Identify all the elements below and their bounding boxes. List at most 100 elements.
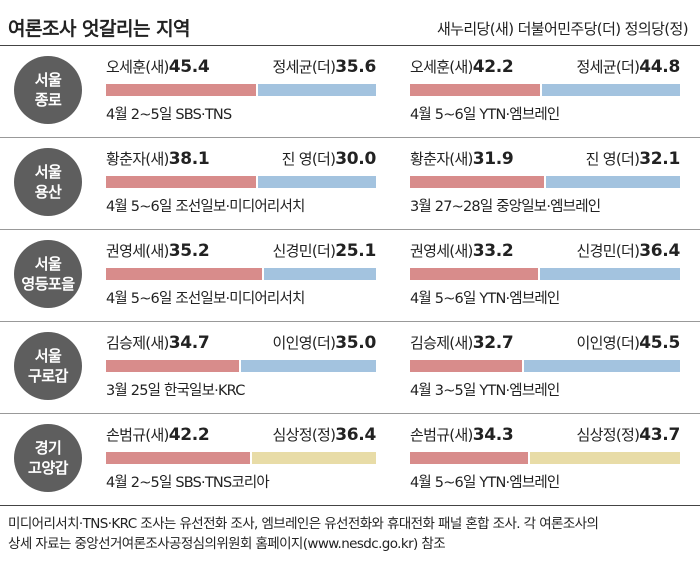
region-row: 서울 영등포을 권영세(새)35.2 신경민(더)25.1 4월 5~6일 조선일보·미…: [0, 230, 700, 318]
candidate-left: 오세훈(새)42.2: [410, 56, 514, 77]
bar-right: [264, 268, 376, 280]
candidate-name: 손범규(새): [106, 426, 169, 444]
candidate-value: 38.1: [168, 149, 210, 169]
bar-right: [540, 268, 680, 280]
candidate-value: 35.6: [335, 57, 376, 77]
region-label: 종로: [34, 91, 62, 109]
chart-title: 여론조사 엇갈리는 지역: [8, 18, 191, 40]
candidate-value: 34.7: [168, 333, 210, 353]
region-label: 서울: [34, 71, 62, 89]
poll-panel: 권영세(새)33.2 신경민(더)36.4 4월 5~6일 YTN·엠브레인: [410, 230, 680, 318]
candidate-value: 45.5: [639, 333, 680, 353]
candidate-value: 36.4: [335, 425, 376, 445]
candidate-right: 신경민(더)25.1: [272, 240, 377, 261]
candidate-left: 손범규(새)34.3: [410, 424, 514, 445]
candidate-name: 이인영(더): [576, 334, 640, 352]
candidate-right: 정세균(더)44.8: [576, 56, 681, 77]
candidate-name: 심상정(정): [576, 426, 640, 444]
bar-right: [546, 176, 680, 188]
poll-source: 4월 5~6일 YTN·엠브레인: [410, 291, 560, 307]
candidate-value: 25.1: [335, 241, 376, 261]
poll-panel: 오세훈(새)45.4 정세균(더)35.6 4월 2~5일 SBS·TNS: [106, 46, 376, 134]
region-label: 경기: [34, 439, 62, 457]
poll-source: 4월 2~5일 SBS·TNS코리아: [106, 475, 270, 491]
candidate-name: 김승제(새): [410, 334, 473, 352]
region-label: 영등포을: [21, 275, 75, 293]
footnote: 미디어리서치·TNS·KRC 조사는 유선전화 조사, 엠브레인은 유선전화와 …: [8, 514, 694, 554]
candidate-value: 44.8: [639, 57, 680, 77]
candidate-name: 손범규(새): [410, 426, 473, 444]
bar-left: [106, 176, 256, 188]
bar-left: [410, 84, 540, 96]
poll-panel: 황춘자(새)38.1 진 영(더)30.0 4월 5~6일 조선일보·미디어리서치: [106, 138, 376, 226]
bar-right: [542, 84, 680, 96]
candidate-name: 정세균(더): [576, 58, 640, 76]
candidate-left: 권영세(새)33.2: [410, 240, 514, 261]
candidate-right: 이인영(더)45.5: [576, 332, 681, 353]
region-label: 서울: [34, 255, 62, 273]
candidate-name: 정세균(더): [272, 58, 336, 76]
candidate-name: 김승제(새): [106, 334, 169, 352]
candidate-left: 황춘자(새)38.1: [106, 148, 210, 169]
candidate-name: 권영세(새): [106, 242, 169, 260]
candidate-name: 오세훈(새): [106, 58, 169, 76]
candidate-value: 36.4: [639, 241, 680, 261]
candidate-value: 32.7: [472, 333, 514, 353]
candidate-name: 오세훈(새): [410, 58, 473, 76]
poll-source: 4월 5~6일 조선일보·미디어리서치: [106, 291, 305, 307]
top-rule: [0, 45, 700, 46]
row-divider: [0, 321, 700, 322]
bar-left: [106, 360, 239, 372]
poll-source: 4월 5~6일 YTN·엠브레인: [410, 475, 560, 491]
candidate-value: 42.2: [168, 425, 210, 445]
bar-right: [241, 360, 376, 372]
candidate-name: 진 영(더): [281, 150, 336, 168]
row-divider: [0, 505, 700, 506]
region-row: 서울 구로갑 김승제(새)34.7 이인영(더)35.0 3월 25일 한국일보·KRC…: [0, 322, 700, 410]
region-row: 서울 종로 오세훈(새)45.4 정세균(더)35.6 4월 2~5일 SBS·TNS 오…: [0, 46, 700, 134]
footnote-line-1: 미디어리서치·TNS·KRC 조사는 유선전화 조사, 엠브레인은 유선전화와 …: [8, 516, 599, 532]
candidate-left: 권영세(새)35.2: [106, 240, 210, 261]
candidate-name: 황춘자(새): [106, 150, 169, 168]
candidate-name: 이인영(더): [272, 334, 336, 352]
candidate-right: 신경민(더)36.4: [576, 240, 681, 261]
poll-panel: 황춘자(새)31.9 진 영(더)32.1 3월 27~28일 중앙일보·엠브레인: [410, 138, 680, 226]
bar-right: [252, 452, 376, 464]
region-label: 서울: [34, 347, 62, 365]
footnote-line-2: 상세 자료는 중앙선거여론조사공정심의위원회 홈페이지(www.nesdc.go…: [8, 536, 446, 552]
candidate-value: 35.2: [168, 241, 210, 261]
bar-left: [410, 268, 538, 280]
bar-left: [106, 84, 256, 96]
bar-left: [410, 176, 544, 188]
poll-panel: 김승제(새)34.7 이인영(더)35.0 3월 25일 한국일보·KRC: [106, 322, 376, 410]
poll-panel: 권영세(새)35.2 신경민(더)25.1 4월 5~6일 조선일보·미디어리서치: [106, 230, 376, 318]
poll-panel: 오세훈(새)42.2 정세균(더)44.8 4월 5~6일 YTN·엠브레인: [410, 46, 680, 134]
candidate-name: 신경민(더): [576, 242, 640, 260]
candidate-value: 31.9: [472, 149, 514, 169]
bar-left: [106, 452, 250, 464]
region-badge: 서울 구로갑: [14, 332, 82, 400]
candidate-left: 김승제(새)34.7: [106, 332, 210, 353]
bar-right: [258, 176, 376, 188]
bar-right: [258, 84, 376, 96]
region-row: 경기 고양갑 손범규(새)42.2 심상정(정)36.4 4월 2~5일 SBS·TNS…: [0, 414, 700, 502]
candidate-right: 심상정(정)36.4: [272, 424, 377, 445]
candidate-right: 심상정(정)43.7: [576, 424, 681, 445]
region-row: 서울 용산 황춘자(새)38.1 진 영(더)30.0 4월 5~6일 조선일보·미디어…: [0, 138, 700, 226]
poll-panel: 김승제(새)32.7 이인영(더)45.5 4월 3~5일 YTN·엠브레인: [410, 322, 680, 410]
region-badge: 서울 용산: [14, 148, 82, 216]
candidate-value: 45.4: [168, 57, 210, 77]
region-label: 고양갑: [28, 459, 68, 477]
candidate-name: 신경민(더): [272, 242, 336, 260]
poll-panel: 손범규(새)34.3 심상정(정)43.7 4월 5~6일 YTN·엠브레인: [410, 414, 680, 502]
party-legend: 새누리당(새) 더불어민주당(더) 정의당(정): [436, 20, 689, 38]
candidate-left: 황춘자(새)31.9: [410, 148, 514, 169]
poll-source: 3월 27~28일 중앙일보·엠브레인: [410, 199, 601, 215]
poll-source: 4월 5~6일 YTN·엠브레인: [410, 107, 560, 123]
candidate-left: 오세훈(새)45.4: [106, 56, 210, 77]
poll-source: 3월 25일 한국일보·KRC: [106, 383, 245, 399]
candidate-name: 심상정(정): [272, 426, 336, 444]
candidate-right: 진 영(더)30.0: [281, 148, 377, 169]
